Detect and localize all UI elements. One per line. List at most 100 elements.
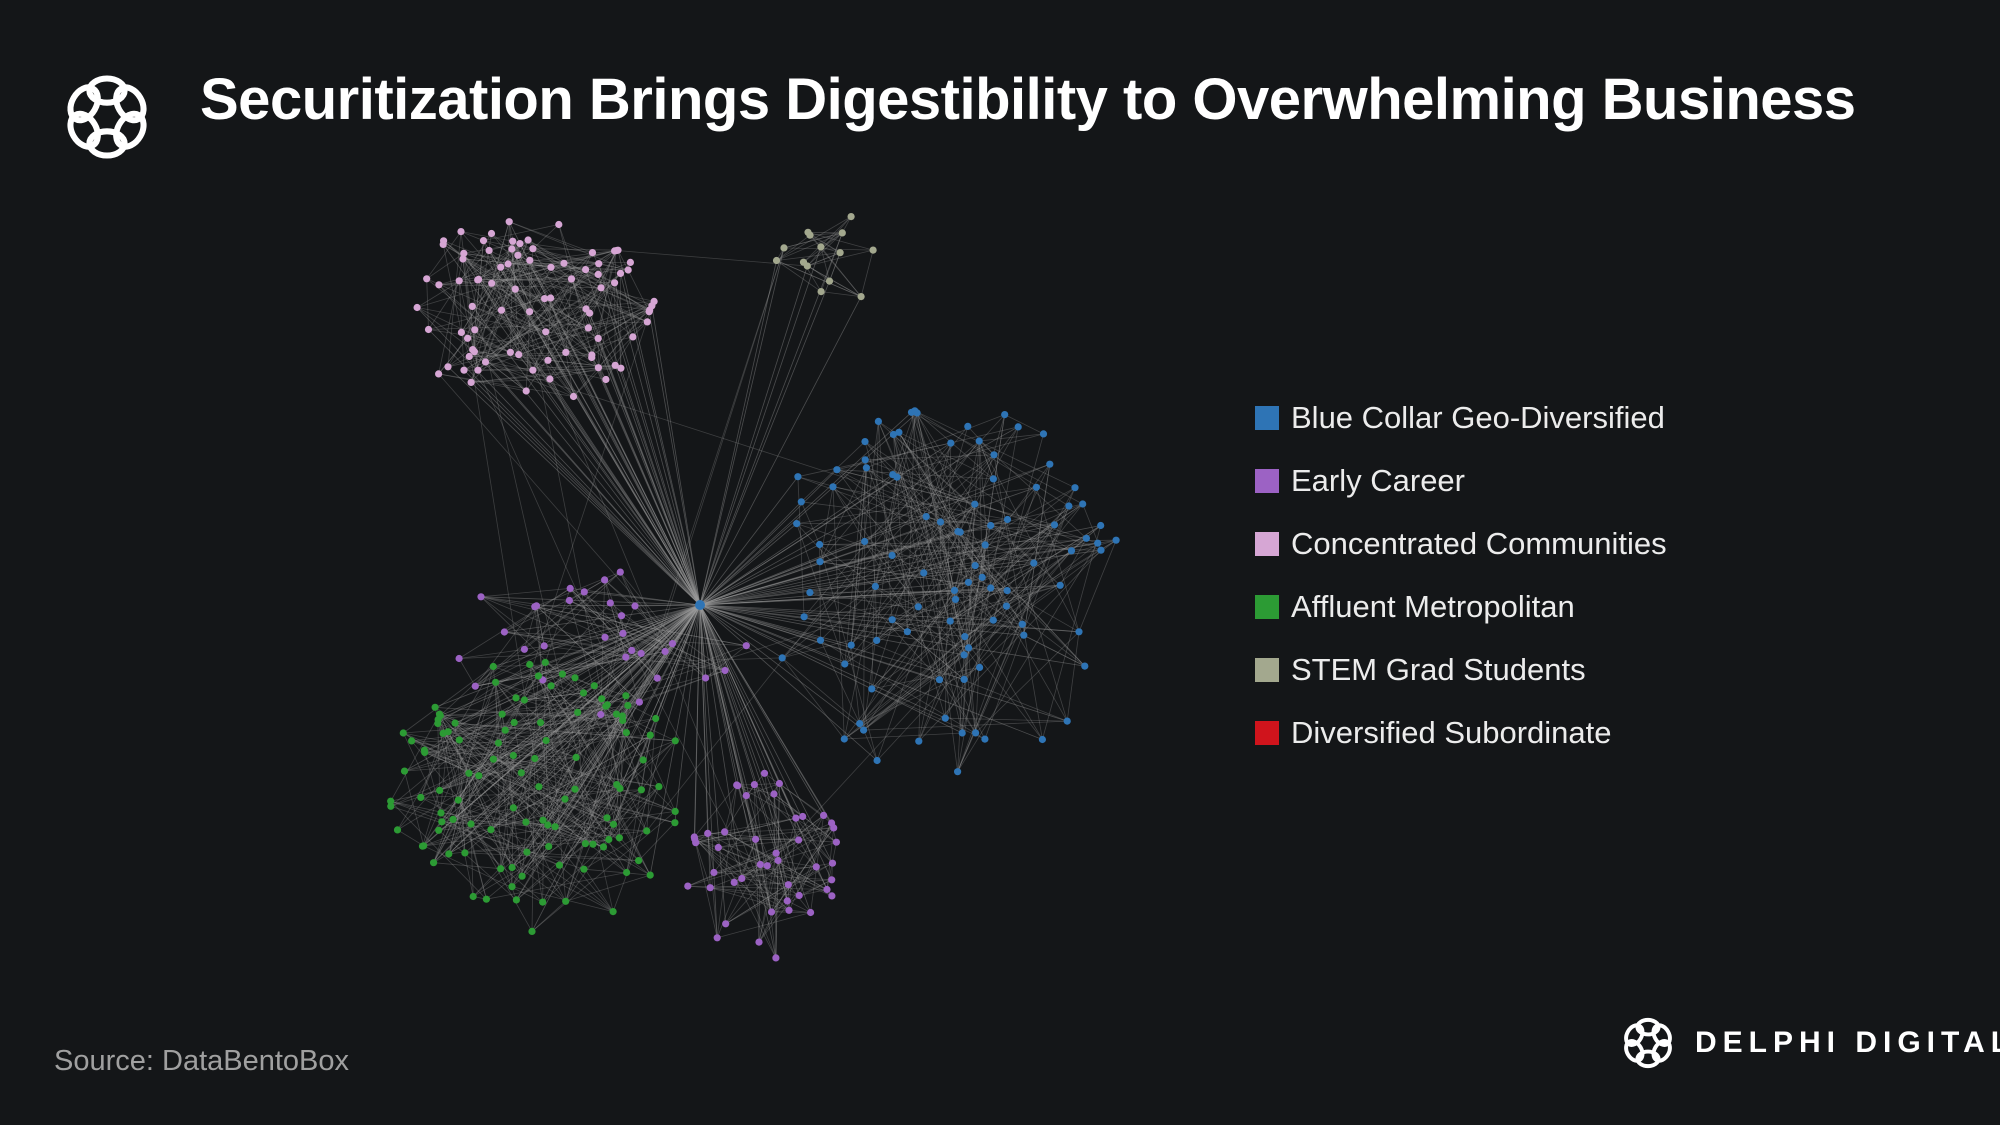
network-node — [792, 814, 800, 822]
network-edge — [509, 221, 593, 253]
network-edge — [477, 279, 567, 353]
network-edge — [529, 664, 621, 789]
network-edge — [462, 258, 586, 270]
network-edge — [495, 682, 639, 861]
network-edge — [483, 240, 520, 355]
legend-swatch — [1255, 594, 1279, 619]
network-node — [558, 670, 566, 678]
network-edge — [422, 790, 440, 847]
network-node — [893, 473, 901, 481]
network-edge — [542, 604, 701, 903]
network-edge — [485, 361, 574, 397]
network-node — [981, 541, 989, 549]
network-edge — [545, 331, 599, 339]
network-edge — [569, 600, 602, 715]
network-edge — [699, 604, 743, 879]
network-edge — [498, 742, 544, 821]
network-node — [816, 558, 824, 566]
network-edge — [454, 722, 499, 744]
network-edge — [519, 243, 701, 606]
network-edge — [978, 440, 1087, 539]
network-edge — [433, 682, 496, 863]
network-edge — [583, 604, 701, 694]
network-edge — [634, 604, 701, 607]
network-edge — [585, 714, 617, 844]
network-edge — [968, 539, 1117, 583]
network-edge — [616, 604, 701, 715]
network-edge — [584, 579, 605, 593]
network-edge — [819, 539, 1117, 545]
network-edge — [463, 369, 701, 606]
network-edge — [542, 757, 577, 821]
network-edge — [836, 469, 1055, 526]
network-edge — [627, 604, 701, 706]
network-edge — [438, 373, 706, 679]
network-edge — [604, 579, 673, 644]
network-edge — [442, 604, 701, 734]
network-edge — [945, 717, 1068, 722]
legend-label: Diversified Subordinate — [1291, 714, 1612, 750]
network-edge — [460, 231, 484, 241]
network-edge — [433, 758, 536, 863]
network-edge — [626, 604, 701, 873]
network-edge — [470, 823, 560, 866]
network-edge — [758, 860, 779, 943]
network-node — [1112, 536, 1120, 544]
network-node — [586, 309, 594, 317]
network-edge — [439, 715, 623, 791]
legend-label: Blue Collar Geo-Diversified — [1291, 399, 1665, 435]
network-edge — [819, 544, 878, 761]
network-edge — [592, 789, 642, 845]
network-node — [775, 779, 783, 788]
network-edge — [504, 631, 626, 658]
network-node — [828, 859, 837, 867]
network-edge — [403, 732, 614, 825]
network-edge — [733, 839, 799, 883]
network-edge — [511, 248, 650, 313]
network-edge — [495, 682, 502, 869]
network-edge — [850, 645, 861, 724]
network-edge — [550, 685, 676, 812]
network-edge — [807, 249, 874, 267]
network-node — [622, 653, 630, 661]
network-node — [1067, 547, 1076, 555]
network-edge — [597, 305, 653, 339]
network-edge — [442, 244, 462, 333]
network-node — [522, 387, 530, 395]
network-edge — [1036, 487, 1080, 632]
network-edge — [508, 221, 516, 290]
network-node — [869, 246, 877, 254]
network-edge — [524, 699, 640, 703]
network-edge — [437, 723, 549, 847]
network-edge — [544, 662, 651, 876]
network-node — [512, 694, 520, 702]
network-edge — [957, 505, 1070, 772]
network-edge — [441, 821, 556, 828]
network-edge — [480, 596, 747, 647]
network-hub-node — [695, 600, 705, 610]
network-edge — [525, 821, 567, 902]
network-node — [713, 934, 721, 942]
network-edge — [424, 734, 651, 753]
network-edge — [467, 250, 615, 339]
network-edge — [439, 713, 614, 825]
network-edge — [509, 221, 629, 271]
network-edge — [978, 440, 992, 589]
network-edge — [821, 291, 862, 297]
network-edge — [565, 352, 574, 397]
network-edge — [776, 260, 862, 297]
network-edge — [459, 250, 615, 282]
network-node — [704, 829, 712, 838]
network-edge — [454, 697, 517, 724]
network-edge — [598, 282, 615, 368]
network-edge — [390, 800, 586, 844]
network-node — [511, 285, 519, 293]
network-edge — [699, 604, 833, 880]
network-node — [965, 644, 973, 652]
network-edge — [619, 786, 660, 839]
network-edge — [1066, 631, 1080, 722]
network-node — [1075, 628, 1083, 636]
network-node — [547, 294, 555, 302]
network-edge — [495, 681, 627, 733]
network-edge — [807, 265, 862, 297]
